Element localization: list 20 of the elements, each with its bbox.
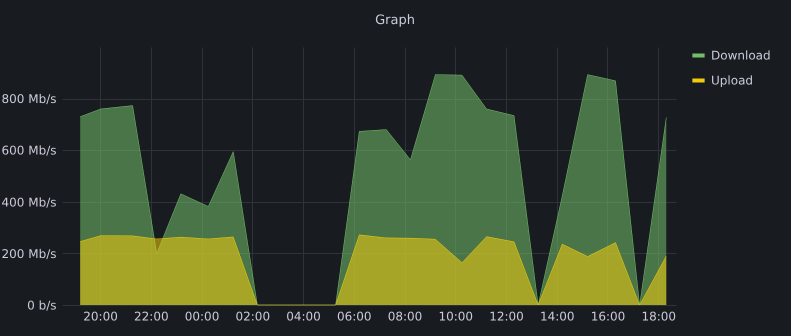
x-tick-label: 18:00 (641, 310, 676, 324)
x-tick-label: 12:00 (489, 310, 524, 324)
x-tick-label: 14:00 (540, 310, 575, 324)
x-tick-label: 02:00 (235, 310, 270, 324)
legend-label: Download (711, 48, 771, 62)
legend-label: Upload (711, 74, 754, 88)
y-tick-label: 400 Mb/s (2, 195, 56, 210)
x-tick-label: 22:00 (134, 310, 169, 324)
x-tick-label: 04:00 (286, 310, 321, 324)
y-tick-label: 800 Mb/s (2, 92, 56, 106)
x-tick-label: 10:00 (438, 310, 474, 324)
y-tick-label: 600 Mb/s (2, 144, 56, 158)
y-tick-label: 0 b/s (27, 298, 56, 312)
x-tick-label: 08:00 (388, 310, 422, 324)
x-tick-label: 16:00 (590, 310, 626, 324)
x-tick-label: 20:00 (83, 310, 118, 324)
x-tick-label: 00:00 (184, 310, 220, 324)
x-tick-label: 06:00 (336, 310, 372, 324)
chart-title: Graph (375, 13, 415, 28)
y-tick-label: 200 Mb/s (2, 246, 56, 261)
